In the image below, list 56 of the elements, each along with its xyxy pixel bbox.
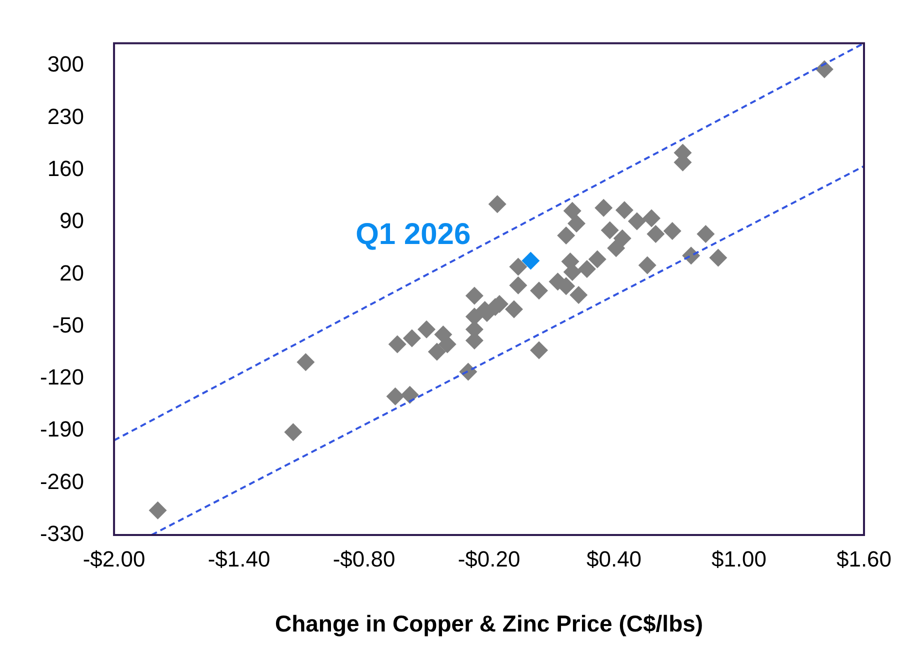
point [400,386,419,404]
point [815,60,834,78]
x-tick-label: -$0.20 [458,546,520,572]
x-tick-label: -$2.00 [82,546,146,572]
y-tick-label: -50 [52,312,84,338]
point [509,258,528,276]
point [642,209,661,228]
point [563,202,582,220]
y-tick-label: -260 [40,468,84,494]
point [709,248,728,267]
point [465,286,484,305]
point [284,423,302,442]
point [628,212,646,230]
point [646,224,665,243]
y-tick-label: 300 [47,52,84,77]
point [418,320,436,338]
point [696,224,715,243]
annotation: Q1 2026 [356,218,471,252]
x-tick-label: -$0.80 [332,546,396,572]
point [388,335,406,354]
point [509,276,528,294]
x-tick-label: $0.40 [586,546,642,572]
y-tick-label: 160 [47,156,84,181]
y-tick-label: -190 [40,416,84,442]
y-tick-label: -330 [40,521,84,546]
point [522,252,540,270]
point [530,282,548,300]
y-tick-label: -120 [40,364,84,390]
point [530,341,548,360]
point [594,198,613,217]
point [615,201,634,220]
point [613,229,632,248]
point [296,353,315,372]
x-tick-label: -$1.40 [208,546,270,572]
point [638,256,656,274]
point [438,335,456,354]
y-tick-label: 90 [60,208,84,234]
point [568,214,586,233]
x-axis-title: Change in Copper & Zinc Price (C$/lbs) [274,610,704,637]
point [588,250,606,268]
point [402,329,421,348]
point [428,342,446,361]
point [148,501,167,520]
point [607,239,626,258]
point [570,286,588,304]
point [578,260,596,278]
point [386,387,404,406]
x-tick-label: $1.00 [711,546,767,572]
point [663,222,682,240]
point [505,300,524,318]
y-tick-label: 230 [47,104,84,129]
point [557,226,576,244]
point [488,195,506,214]
point [600,221,619,240]
x-tick-label: $1.60 [836,546,892,572]
y-tick-label: 20 [60,260,84,286]
